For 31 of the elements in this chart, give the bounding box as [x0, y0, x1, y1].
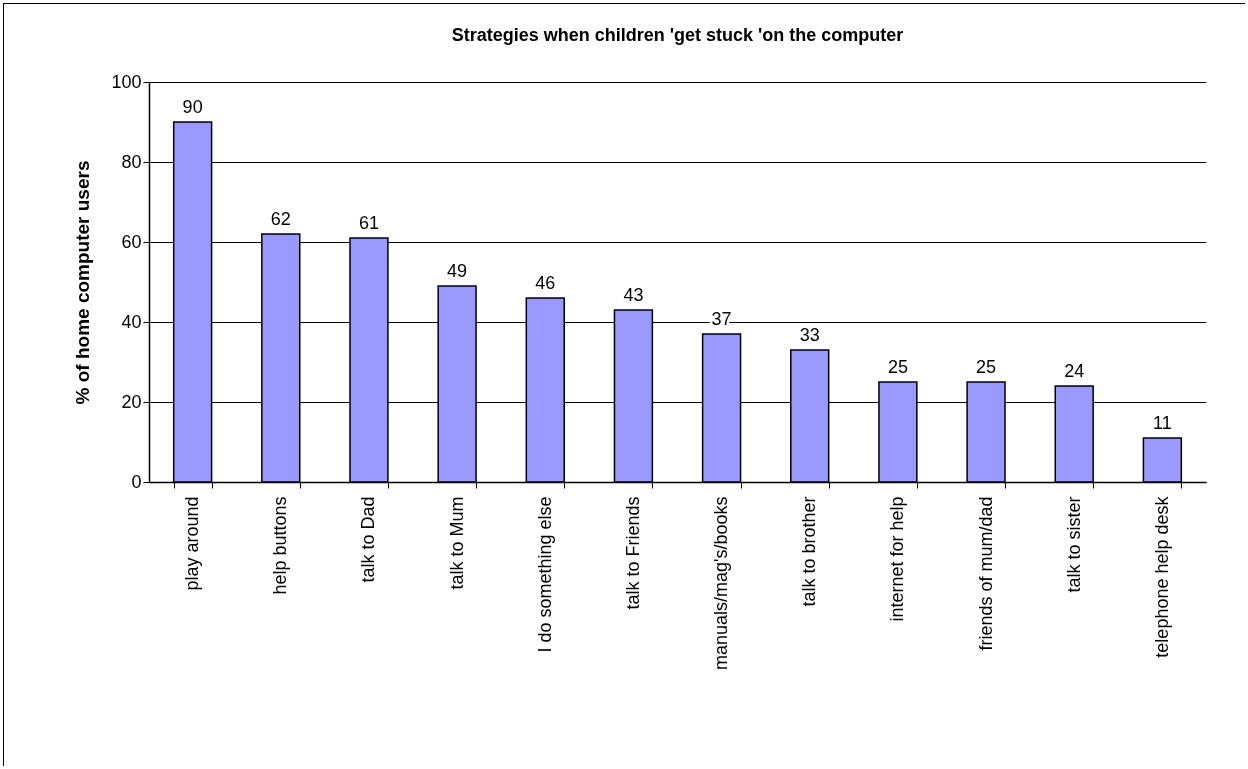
data-label: 25: [976, 357, 997, 377]
y-axis-title: % of home computer users: [72, 160, 94, 405]
y-tick-label: 80: [121, 151, 142, 172]
x-tick-label: talk to Mum: [446, 496, 467, 590]
y-tick-label: 0: [131, 471, 142, 492]
data-label: 49: [447, 261, 468, 281]
y-tick-label: 40: [121, 311, 142, 332]
data-label: 46: [535, 273, 556, 293]
x-tick-label: play around: [182, 496, 203, 591]
x-tick-label: telephone help desk: [1151, 495, 1172, 658]
y-tick-label: 60: [121, 231, 142, 252]
y-tick-label: 20: [121, 391, 142, 412]
data-label: 33: [799, 325, 820, 345]
x-tick-label: help buttons: [270, 496, 291, 595]
x-tick-label: internet for help: [887, 496, 908, 622]
chart-title: Strategies when children 'get stuck 'on the computer: [451, 25, 904, 45]
y-tick-label: 100: [111, 71, 142, 92]
data-label: 61: [358, 213, 379, 233]
x-tick-label: talk to brother: [799, 496, 820, 607]
data-label: 24: [1064, 361, 1085, 381]
x-tick-label: talk to Dad: [358, 496, 379, 583]
data-label: 90: [182, 97, 203, 117]
data-label: 25: [887, 357, 908, 377]
data-label: 43: [623, 285, 644, 305]
x-tick-label: I do something else: [534, 496, 555, 653]
x-tick-label: talk to sister: [1063, 496, 1084, 593]
data-label: 11: [1153, 413, 1172, 433]
x-tick-label: friends of mum/dad: [975, 496, 996, 651]
x-tick-label: manuals/mag's/books: [711, 496, 732, 671]
x-tick-label: talk to Friends: [622, 496, 643, 610]
data-label: 62: [270, 209, 291, 229]
